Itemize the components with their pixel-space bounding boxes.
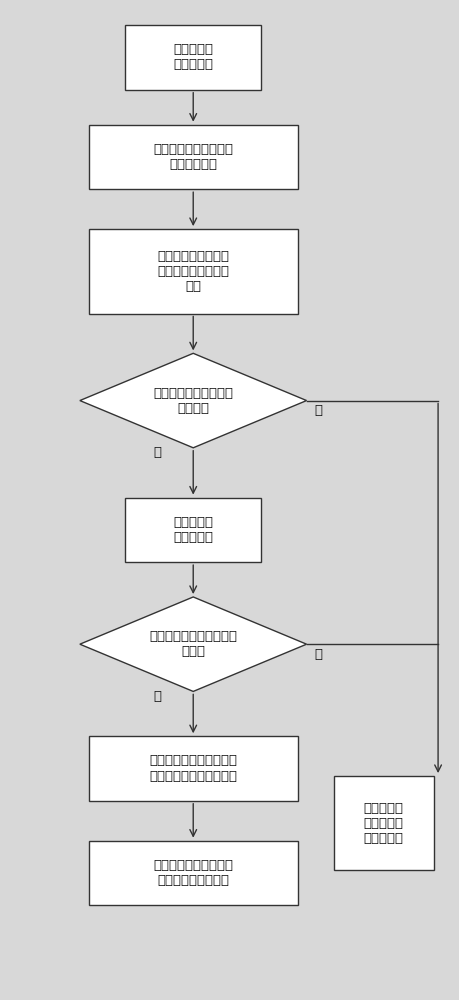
Bar xyxy=(125,25,261,90)
Polygon shape xyxy=(80,353,307,448)
Text: 确定拥堵波
传播速度值: 确定拥堵波 传播速度值 xyxy=(173,43,213,71)
Text: 根据最优限速値控制算法
计算当前时刻最优限速値: 根据最优限速値控制算法 计算当前时刻最优限速値 xyxy=(149,754,237,782)
Bar xyxy=(89,229,297,314)
Text: 是: 是 xyxy=(153,446,161,459)
Text: 获取当前时
刻气象信息: 获取当前时 刻气象信息 xyxy=(173,516,213,544)
Bar xyxy=(334,776,434,870)
Text: 在快速道路等间距设置
交通流检测器: 在快速道路等间距设置 交通流检测器 xyxy=(153,143,233,171)
Bar xyxy=(89,125,297,189)
Text: 否: 否 xyxy=(314,404,322,417)
Text: 当前时刻快速道路路段有
降雪？: 当前时刻快速道路路段有 降雪？ xyxy=(149,630,237,658)
Text: 通过对应的路侧可变信
息牌发布当前限速値: 通过对应的路侧可变信 息牌发布当前限速値 xyxy=(153,859,233,887)
Text: 否: 否 xyxy=(314,648,322,661)
Text: 启用正常天
气状况下限
速控制系统: 启用正常天 气状况下限 速控制系统 xyxy=(364,802,403,845)
Bar xyxy=(89,736,297,801)
Bar xyxy=(89,841,297,905)
Text: 交通流参数满足拥堵判
定条件？: 交通流参数满足拥堵判 定条件？ xyxy=(153,387,233,415)
Polygon shape xyxy=(80,597,307,691)
Text: 在交通流检测器上游
设置对应可变信息提
示板: 在交通流检测器上游 设置对应可变信息提 示板 xyxy=(157,250,229,293)
Text: 是: 是 xyxy=(153,690,161,703)
Bar xyxy=(125,498,261,562)
